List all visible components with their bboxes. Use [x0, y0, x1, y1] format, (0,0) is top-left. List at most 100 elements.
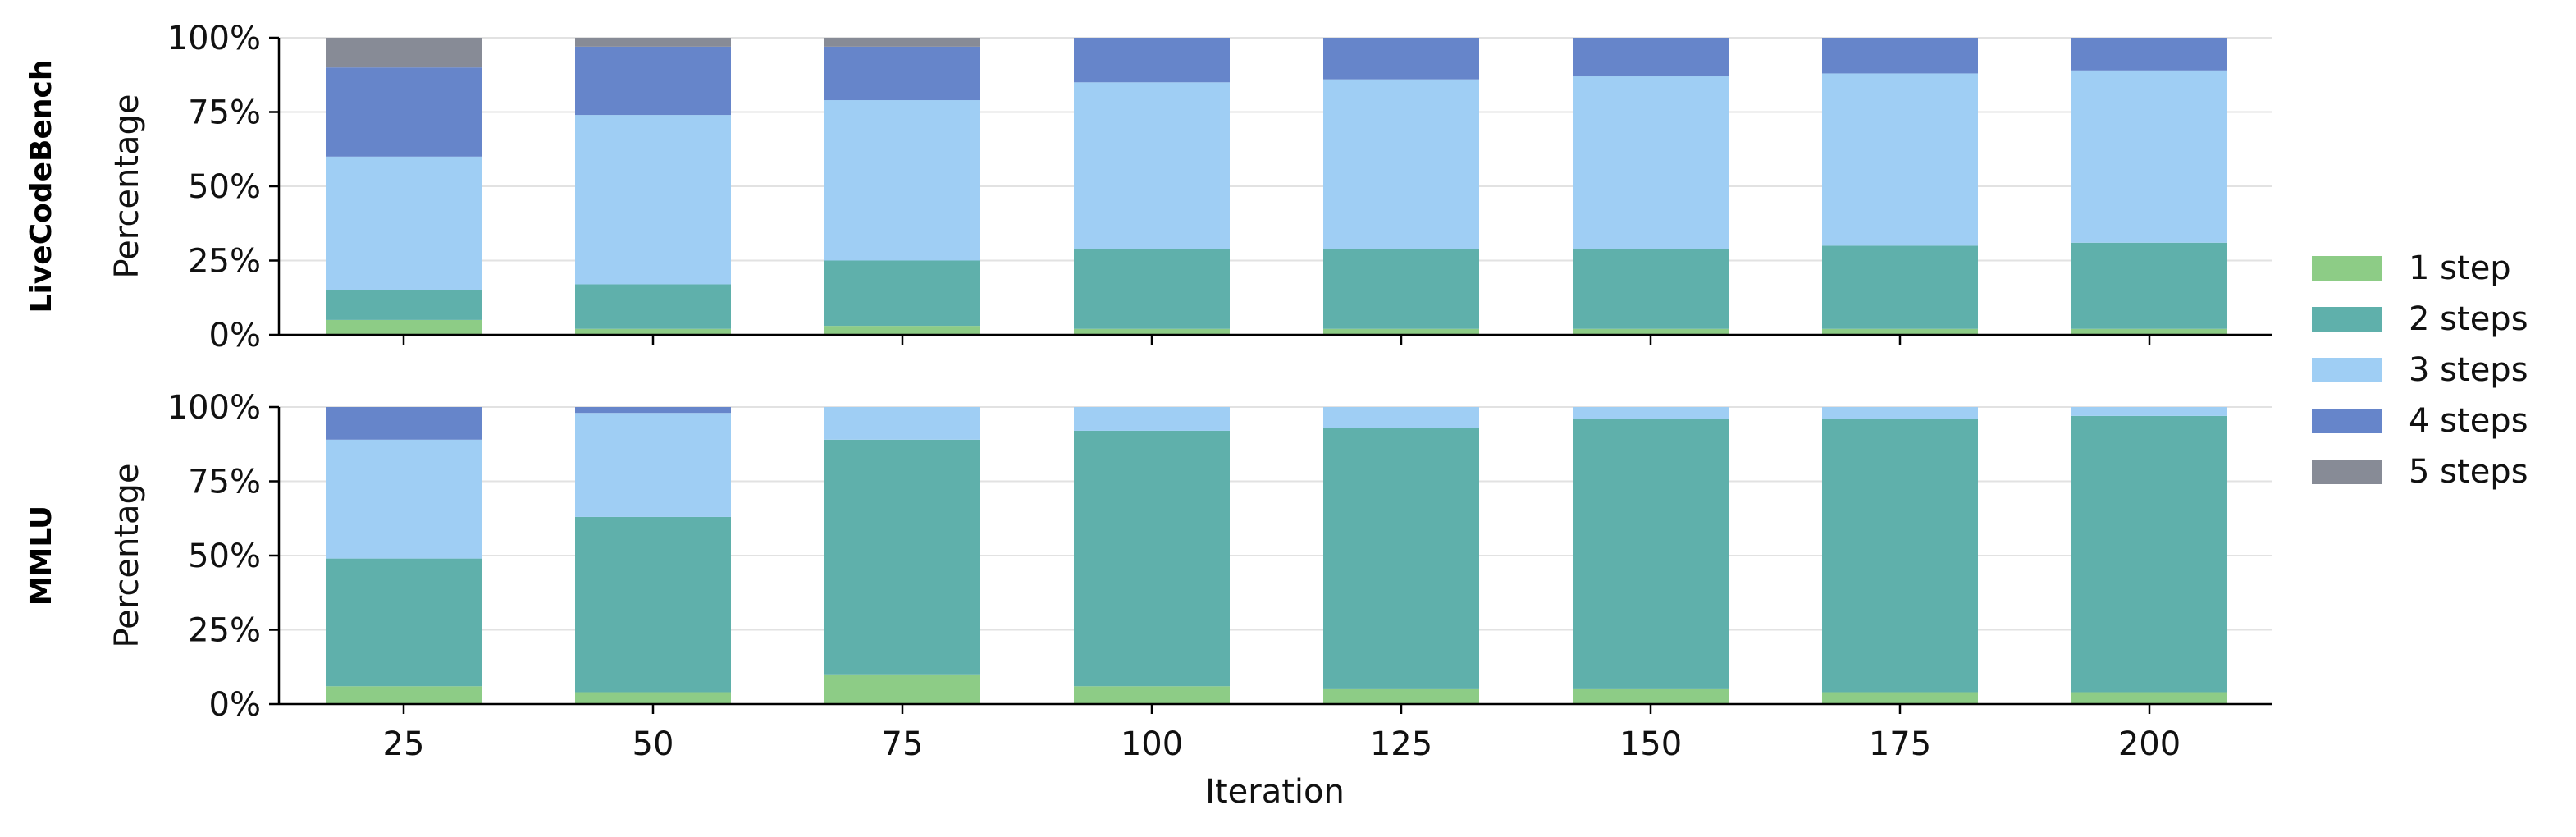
bar-segment-1-step-100: [1074, 328, 1230, 335]
bar-segment-4-steps-150: [1573, 38, 1729, 77]
bar-segment-1-step-200: [2071, 328, 2227, 335]
y-tick-label: 25%: [188, 243, 261, 281]
bar-segment-3-steps-175: [1822, 73, 1978, 246]
legend-swatch: [2312, 409, 2382, 433]
y-tick-label: 75%: [188, 94, 261, 132]
bar-segment-2-steps-100: [1074, 430, 1230, 687]
bar-segment-3-steps-125: [1323, 407, 1479, 428]
x-tick-label: 25: [383, 725, 425, 763]
bars: [326, 407, 2227, 704]
bar-segment-3-steps-150: [1573, 76, 1729, 249]
x-tick-label: 150: [1619, 725, 1682, 763]
y-tick-label: 100%: [167, 389, 261, 427]
bar-segment-3-steps-125: [1323, 79, 1479, 249]
bar-segment-4-steps-50: [575, 46, 731, 116]
y-tick-label: 0%: [209, 317, 261, 354]
bar-segment-1-step-125: [1323, 688, 1479, 704]
bar-segment-3-steps-25: [326, 156, 482, 290]
bar-segment-4-steps-100: [1074, 38, 1230, 83]
bar-segment-2-steps-125: [1323, 249, 1479, 329]
y-tick-label: 0%: [209, 686, 261, 724]
bar-segment-3-steps-100: [1074, 82, 1230, 249]
legend-label: 3 steps: [2409, 351, 2528, 389]
bar-segment-2-steps-50: [575, 516, 731, 693]
row-title: LiveCodeBench: [25, 60, 58, 313]
legend-label: 1 step: [2409, 249, 2511, 287]
y-axis-title: Percentage: [108, 94, 146, 278]
legend-swatch: [2312, 256, 2382, 281]
bar-segment-2-steps-100: [1074, 249, 1230, 329]
legend-label: 2 steps: [2409, 300, 2528, 338]
bar-segment-2-steps-200: [2071, 242, 2227, 329]
bar-segment-2-steps-175: [1822, 418, 1978, 693]
bar-segment-1-step-175: [1822, 328, 1978, 335]
bar-segment-4-steps-50: [575, 407, 731, 414]
bar-segment-1-step-25: [326, 686, 482, 704]
bar-segment-4-steps-175: [1822, 38, 1978, 74]
x-tick-label: 50: [633, 725, 674, 763]
y-axis-title: Percentage: [108, 463, 146, 647]
bar-segment-4-steps-25: [326, 407, 482, 440]
bar-segment-2-steps-50: [575, 284, 731, 329]
y-tick-label: 100%: [167, 20, 261, 57]
bar-segment-3-steps-50: [575, 413, 731, 517]
bar-segment-1-step-100: [1074, 686, 1230, 704]
legend-label: 5 steps: [2409, 453, 2528, 491]
x-tick-label: 125: [1370, 725, 1432, 763]
y-tick-label: 25%: [188, 612, 261, 650]
legend-item: 3 steps: [2312, 351, 2528, 389]
bar-segment-2-steps-150: [1573, 249, 1729, 329]
bar-segment-2-steps-75: [824, 439, 980, 675]
bar-segment-3-steps-200: [2071, 70, 2227, 243]
bar-segment-2-steps-200: [2071, 415, 2227, 693]
panels: 0%25%50%75%100%PercentageLiveCodeBench0%…: [25, 20, 2272, 763]
bar-segment-3-steps-175: [1822, 407, 1978, 419]
bar-segment-2-steps-25: [326, 290, 482, 320]
bar-segment-2-steps-125: [1323, 428, 1479, 689]
bar-segment-2-steps-25: [326, 558, 482, 687]
bar-segment-5-steps-50: [575, 38, 731, 47]
bar-segment-1-step-125: [1323, 328, 1479, 335]
bar-segment-3-steps-200: [2071, 407, 2227, 416]
legend-item: 2 steps: [2312, 300, 2528, 338]
bar-segment-1-step-50: [575, 692, 731, 704]
row-title: MMLU: [25, 505, 58, 606]
bar-segment-3-steps-75: [824, 100, 980, 261]
x-tick-label: 75: [882, 725, 924, 763]
x-tick-label: 175: [1869, 725, 1931, 763]
y-tick-label: 50%: [188, 537, 261, 575]
legend: 1 step 2 steps 3 steps 4 steps 5 steps: [2312, 249, 2528, 491]
bar-segment-2-steps-175: [1822, 245, 1978, 329]
bar-segment-1-step-200: [2071, 692, 2227, 704]
x-axis-title: Iteration: [1205, 773, 1345, 811]
legend-swatch: [2312, 307, 2382, 332]
legend-item: 1 step: [2312, 249, 2511, 287]
bar-segment-1-step-150: [1573, 328, 1729, 335]
bar-segment-4-steps-200: [2071, 38, 2227, 71]
panel-0: 0% 25% 50% 75% 100% Percentage LiveCodeBench: [25, 20, 2272, 354]
bar-segment-1-step-75: [824, 326, 980, 335]
bar-segment-4-steps-75: [824, 46, 980, 101]
bar-segment-1-step-25: [326, 319, 482, 335]
legend-label: 4 steps: [2409, 402, 2528, 440]
x-tick-label: 100: [1121, 725, 1183, 763]
bar-segment-3-steps-50: [575, 115, 731, 285]
y-tick-label: 50%: [188, 168, 261, 206]
legend-swatch: [2312, 358, 2382, 382]
x-tick-label: 200: [2118, 725, 2181, 763]
bars: [326, 38, 2227, 335]
bar-segment-2-steps-150: [1573, 418, 1729, 689]
bar-segment-3-steps-100: [1074, 407, 1230, 431]
legend-item: 5 steps: [2312, 453, 2528, 491]
legend-item: 4 steps: [2312, 402, 2528, 440]
bar-segment-1-step-175: [1822, 692, 1978, 704]
bar-segment-4-steps-125: [1323, 38, 1479, 80]
y-tick-label: 75%: [188, 464, 261, 501]
bar-segment-5-steps-25: [326, 38, 482, 68]
legend-swatch: [2312, 460, 2382, 484]
bar-segment-2-steps-75: [824, 260, 980, 327]
bar-segment-3-steps-150: [1573, 407, 1729, 419]
bar-segment-5-steps-75: [824, 38, 980, 47]
bar-segment-3-steps-25: [326, 439, 482, 559]
